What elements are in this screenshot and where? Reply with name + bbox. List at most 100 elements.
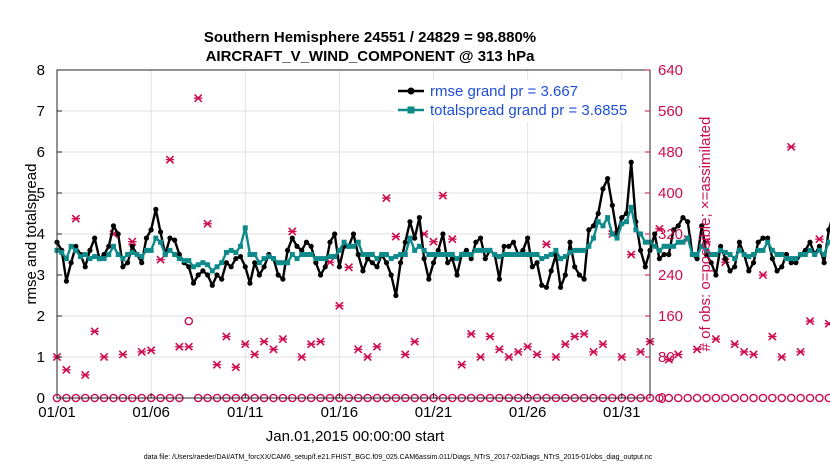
obs-assimilated-marker	[495, 345, 504, 354]
spread-point	[125, 252, 131, 257]
obs-assimilated-marker	[288, 227, 297, 236]
spread-point	[115, 252, 121, 257]
rmse-point	[120, 264, 126, 270]
obs-assimilated-marker	[589, 347, 598, 357]
legend-box	[394, 80, 644, 122]
obs-possible-marker	[786, 393, 796, 403]
obs-assimilated-marker	[344, 263, 353, 272]
spread-point	[769, 247, 775, 253]
spread-point	[652, 243, 658, 249]
rmse-point	[275, 272, 281, 278]
spread-point	[388, 256, 394, 262]
spread-point	[383, 252, 389, 257]
rmse-point	[581, 276, 587, 282]
rmse-point	[421, 256, 427, 262]
spread-point	[482, 247, 488, 253]
obs-assimilated-marker	[156, 255, 165, 264]
obs-assimilated-marker	[306, 340, 316, 349]
rmse-point	[237, 253, 244, 260]
rmse-point	[73, 243, 79, 249]
obs-possible-marker	[815, 393, 824, 403]
x-tick-label: 01/11	[227, 404, 263, 421]
obs-assimilated-marker	[250, 350, 259, 359]
rmse-point	[760, 235, 766, 241]
rmse-point	[148, 227, 154, 233]
obs-assimilated-marker	[62, 365, 71, 374]
spread-point	[256, 260, 262, 266]
y-left-tick-label: 1	[37, 349, 45, 366]
y-right-tick-label: 560	[658, 103, 683, 120]
rmse-point	[256, 272, 262, 278]
spread-point	[449, 252, 455, 257]
rmse-point	[590, 223, 597, 229]
footnote: data file: /Users/raeder/DAI/ATM_forcXX/…	[144, 454, 653, 461]
obs-possible-marker	[664, 393, 674, 403]
obs-assimilated-marker	[297, 352, 306, 362]
obs-assimilated-marker	[448, 234, 457, 244]
spread-point	[374, 256, 380, 262]
obs-assimilated-marker	[429, 237, 438, 246]
rmse-point	[816, 243, 823, 249]
rmse-point	[821, 260, 827, 266]
y-left-tick-label: 4	[37, 226, 45, 243]
rmse-point	[802, 247, 808, 253]
rmse-point	[529, 264, 535, 270]
obs-assimilated-marker	[316, 337, 325, 346]
rmse-point	[567, 239, 573, 245]
spread-point	[572, 247, 578, 253]
obs-assimilated-marker	[222, 332, 231, 341]
rmse-point	[110, 223, 117, 229]
obs-assimilated-marker	[523, 342, 532, 351]
obs-assimilated-marker	[466, 329, 476, 339]
rmse-point	[327, 239, 333, 245]
spread-point	[543, 254, 549, 260]
spread-point	[619, 221, 625, 227]
rmse-point	[586, 227, 592, 233]
spread-point	[186, 258, 192, 264]
rmse-point	[774, 268, 780, 274]
spread-point	[275, 260, 281, 266]
x-tick-label: 01/21	[415, 404, 453, 421]
spread-point	[73, 247, 79, 253]
spread-point	[685, 235, 691, 241]
y-left-tick-label: 0	[37, 390, 45, 407]
spread-point	[209, 268, 215, 274]
spread-point	[501, 252, 507, 257]
obs-assimilated-marker	[410, 337, 419, 346]
spread-point	[703, 247, 709, 253]
obs-possible-marker	[673, 393, 683, 403]
rmse-point	[534, 260, 540, 266]
spread-point	[558, 256, 564, 262]
obs-possible-marker	[692, 393, 702, 403]
y-left-tick-label: 6	[37, 144, 45, 161]
obs-assimilated-marker	[457, 360, 466, 369]
y-left-tick-label: 2	[37, 308, 45, 325]
rmse-point	[482, 256, 488, 262]
rmse-point	[153, 206, 159, 212]
spread-point	[148, 247, 154, 253]
spread-point	[205, 262, 211, 268]
rmse-point	[670, 227, 677, 233]
obs-possible-marker	[824, 393, 830, 403]
obs-assimilated-marker	[241, 340, 250, 349]
obs-assimilated-marker	[354, 345, 363, 354]
spread-point	[303, 252, 309, 257]
rmse-point	[195, 272, 201, 278]
spread-point	[78, 254, 84, 260]
spread-point	[285, 260, 291, 266]
spread-point	[699, 243, 705, 249]
spread-point	[751, 252, 757, 257]
rmse-point	[397, 260, 404, 266]
rmse-point	[157, 229, 164, 235]
obs-possible-marker	[768, 393, 777, 403]
spread-point	[567, 249, 573, 255]
rmse-point	[242, 264, 248, 270]
y-left-tick-label: 8	[37, 62, 45, 79]
obs-assimilated-marker	[730, 340, 739, 349]
spread-point	[553, 247, 559, 253]
rmse-point	[350, 231, 357, 237]
spread-point	[722, 249, 728, 255]
rmse-point	[209, 282, 215, 288]
rmse-point	[186, 264, 192, 270]
rmse-point	[609, 202, 615, 208]
